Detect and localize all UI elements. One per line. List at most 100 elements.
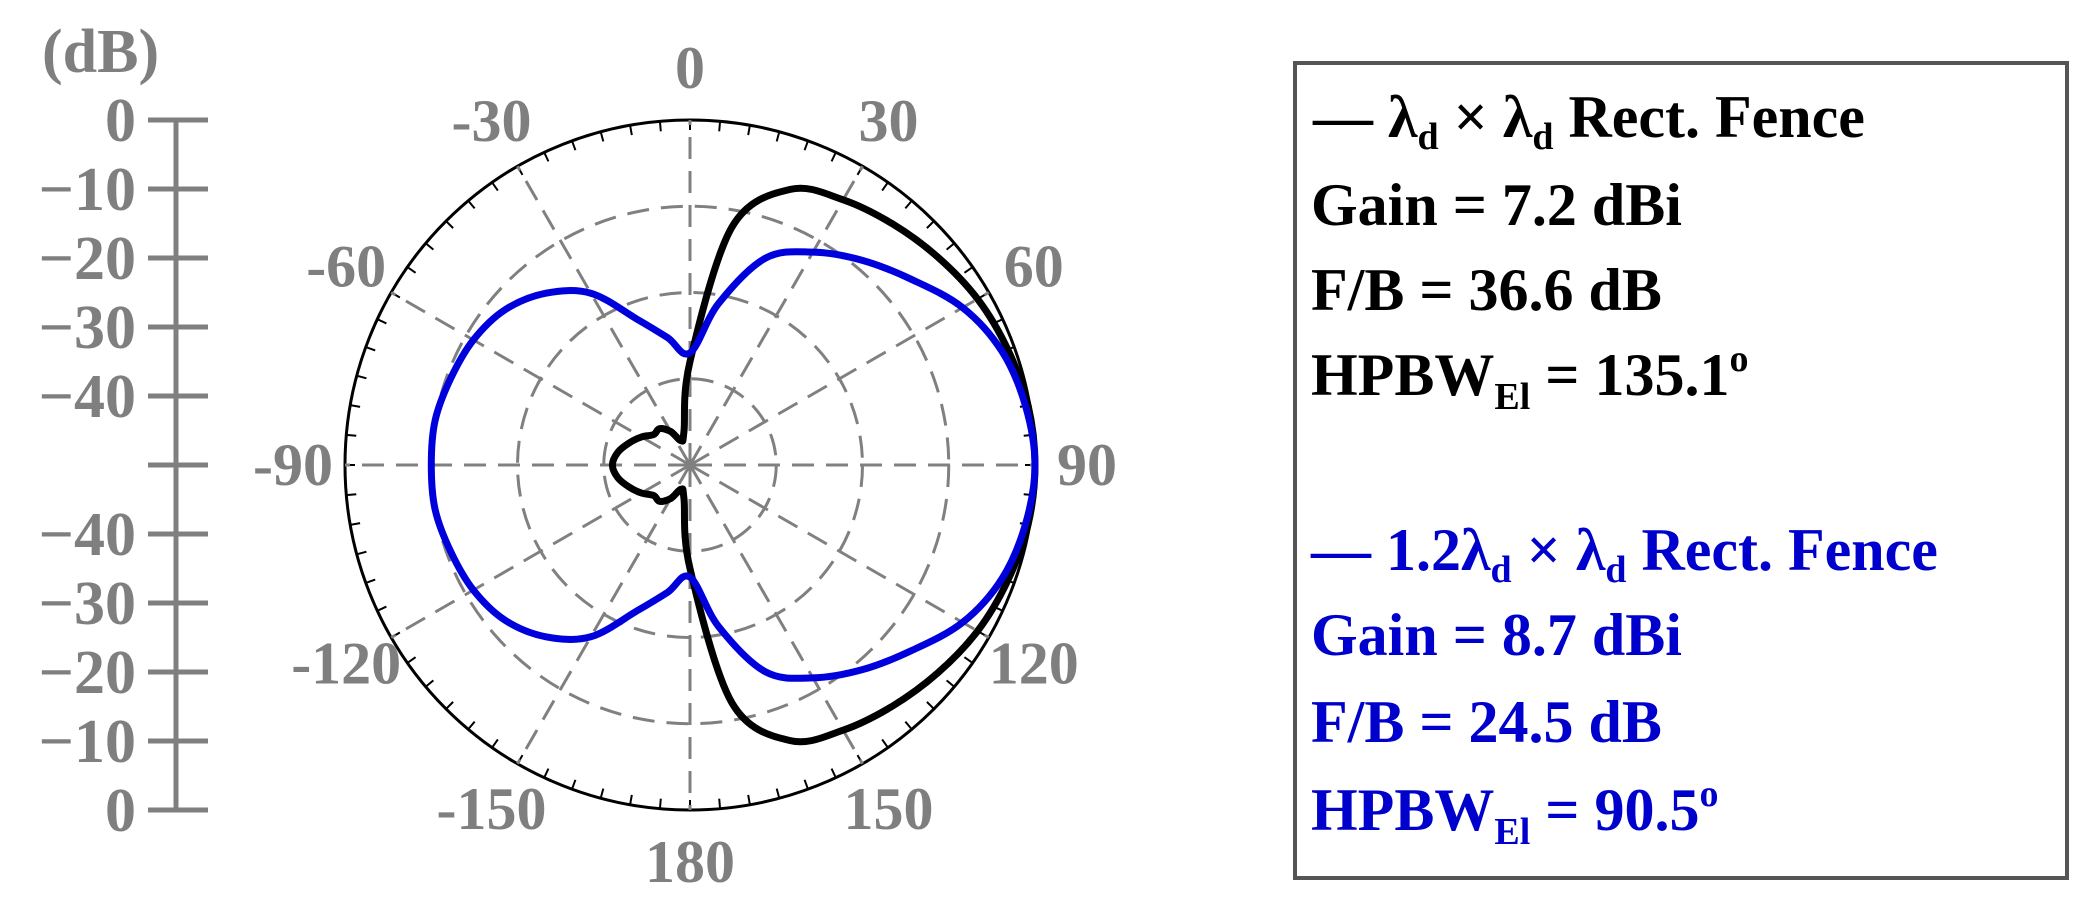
grid-spoke (689, 463, 990, 639)
grid-spoke (516, 464, 692, 765)
legend-series2-hpbw-sub: El (1494, 811, 1530, 853)
grid-spoke (689, 291, 990, 467)
angle-minor-tick (356, 550, 367, 556)
angle-minor-tick (491, 181, 499, 192)
angle-minor-tick (658, 121, 662, 132)
legend-series1-sub-b: d (1532, 116, 1553, 158)
angle-minor-tick (350, 404, 361, 408)
angle-minor-tick (599, 788, 605, 799)
angle-minor-tick (467, 720, 476, 730)
angle-label: 30 (859, 88, 919, 154)
radial-scale: (dB) 0−10−20−30−40−40−30−20−100 (39, 18, 208, 845)
legend-series1-title: — λd × λd Rect. Fence (1312, 84, 1865, 158)
radial-scale-label-upper-4: −40 (39, 363, 136, 431)
angle-label: 150 (844, 776, 934, 842)
angle-minor-tick (658, 798, 662, 809)
angle-minor-tick (445, 701, 454, 710)
radial-scale-ticks: 0−10−20−30−40−40−30−20−100 (39, 87, 208, 845)
angle-minor-tick (425, 242, 435, 251)
radial-unit-label: (dB) (42, 18, 159, 86)
legend-series1-sub-a: d (1417, 116, 1438, 158)
radial-scale-label-lower-0: −40 (39, 501, 136, 569)
legend-series2-lambda-a: λ (1461, 517, 1491, 583)
grid-spoke (516, 165, 692, 466)
polar-plot: 0 30 60 90 120 150 180 -150 -120 -90 -60 -30 (253, 35, 1117, 895)
angle-minor-tick (543, 151, 550, 162)
legend-series1-hpbw-sub: El (1494, 376, 1530, 418)
angle-minor-tick (803, 779, 809, 790)
radial-scale-label-lower-2: −20 (39, 639, 136, 707)
angle-minor-tick (365, 346, 376, 352)
angle-label: -90 (253, 432, 333, 498)
angle-label: 90 (1057, 432, 1117, 498)
legend-series2-gain: Gain = 8.7 dBi (1311, 602, 1682, 668)
angle-minor-tick (543, 768, 550, 779)
angle-minor-tick (881, 181, 889, 192)
angle-minor-tick (376, 605, 387, 612)
series-line-1 (608, 184, 1039, 746)
legend-series1-hpbw-value: = 135.1 (1530, 342, 1729, 408)
grid-spoke (688, 165, 864, 466)
radial-scale-label-upper-3: −30 (39, 294, 136, 362)
radial-scale-label-upper-2: −20 (39, 225, 136, 293)
grid-spoke (390, 463, 691, 639)
angle-minor-tick (599, 131, 605, 142)
angle-minor-tick (571, 140, 577, 151)
legend-series2-sub-b: d (1605, 549, 1626, 591)
legend-series2-hpbw-value: = 90.5 (1530, 777, 1699, 843)
radial-scale-label-lower-3: −10 (39, 708, 136, 776)
angle-minor-tick (803, 140, 809, 151)
series-layer (427, 184, 1039, 746)
legend-series2-dash: — 1.2 (1310, 517, 1461, 583)
legend-series1-hpbw-deg: o (1729, 338, 1748, 380)
legend-series1-hpbw-prefix: HPBW (1311, 342, 1494, 408)
angle-minor-tick (445, 220, 454, 229)
legend-series2-times: × (1512, 517, 1576, 583)
angle-labels: 0 30 60 90 120 150 180 -150 -120 -90 -60 -30 (253, 35, 1117, 895)
angle-minor-tick (346, 433, 357, 437)
angle-label: 0 (675, 35, 705, 101)
angle-minor-tick (571, 779, 577, 790)
angle-minor-tick (425, 679, 435, 688)
angle-minor-tick (350, 522, 361, 526)
radial-scale-label-lower-4: 0 (105, 777, 136, 845)
angle-minor-tick (830, 151, 837, 162)
radial-scale-label-lower-1: −30 (39, 570, 136, 638)
legend-series1-times: × (1439, 84, 1503, 150)
grid-spoke (688, 464, 864, 765)
angle-minor-tick (775, 131, 781, 142)
angle-minor-tick (718, 121, 722, 132)
angle-minor-tick (629, 794, 633, 805)
angle-minor-tick (629, 125, 633, 136)
angle-minor-tick (346, 493, 357, 497)
angle-minor-tick (718, 798, 722, 809)
grid-spoke (390, 291, 691, 467)
angle-label: 60 (1004, 234, 1064, 300)
angle-minor-tick (926, 220, 935, 229)
angle-minor-tick (406, 656, 417, 664)
angle-minor-tick (365, 578, 376, 584)
legend-series2-hpbw-deg: o (1699, 773, 1718, 815)
angle-minor-tick (904, 200, 913, 210)
angle-label: 180 (645, 829, 735, 895)
grid-spokes (345, 120, 1035, 810)
legend-series1-gain: Gain = 7.2 dBi (1311, 172, 1682, 238)
angle-label: -120 (291, 631, 401, 697)
legend-series1-lambda-a: λ (1388, 84, 1418, 150)
angle-minor-tick (467, 200, 476, 210)
angle-minor-tick (963, 266, 974, 274)
angle-minor-tick (926, 701, 935, 710)
legend-series1-lambda-b: λ (1503, 84, 1533, 150)
angle-minor-tick (376, 318, 387, 325)
legend: — λd × λd Rect. Fence Gain = 7.2 dBi F/B… (1293, 61, 2069, 880)
angle-label: -150 (437, 776, 547, 842)
angle-minor-tick (747, 794, 751, 805)
angle-minor-tick (406, 266, 417, 274)
angle-minor-tick (775, 788, 781, 799)
legend-series1-fb: F/B = 36.6 dB (1311, 257, 1662, 323)
angle-label: 120 (989, 631, 1079, 697)
series-line-2 (427, 248, 1039, 682)
legend-series1-rest: Rect. Fence (1553, 84, 1864, 150)
legend-series2-hpbw: HPBWEl = 90.5o (1311, 773, 1718, 853)
